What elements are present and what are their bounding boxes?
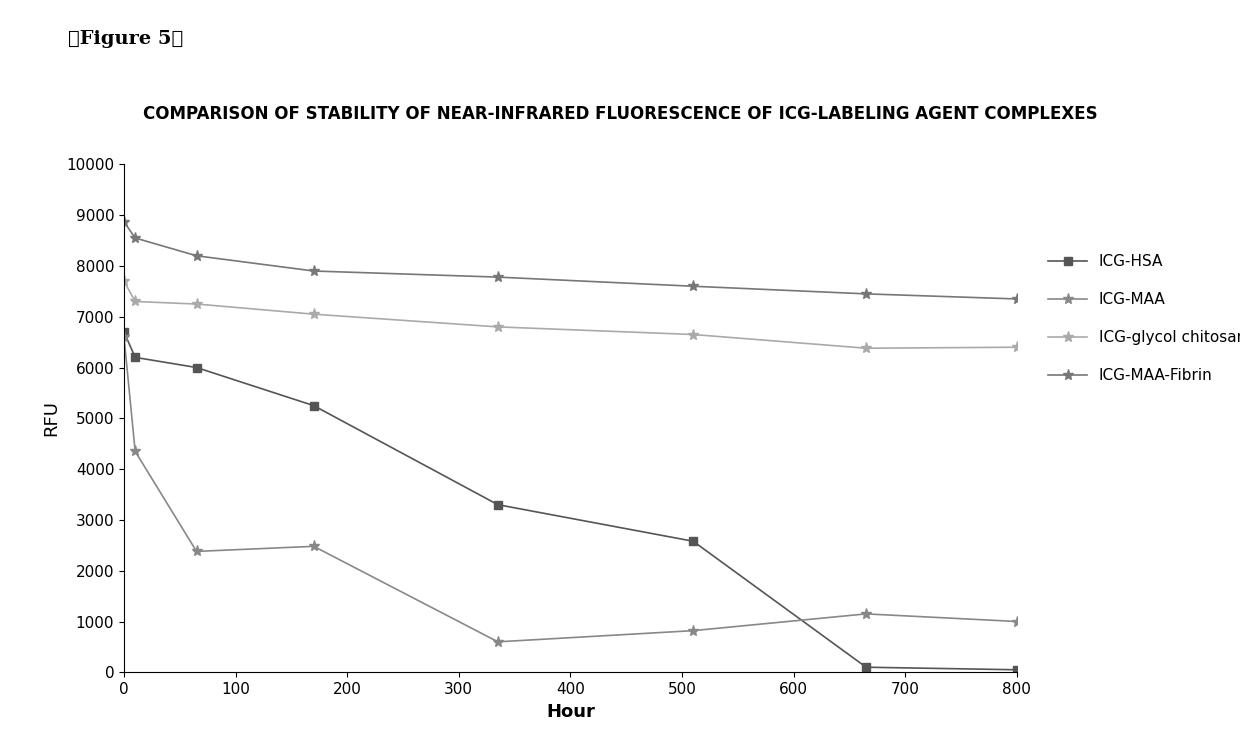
ICG-MAA-Fibrin <box>306 267 321 276</box>
ICG-MAA-Fibrin <box>686 282 701 291</box>
Line: ICG-MAA-Fibrin: ICG-MAA-Fibrin <box>119 216 1022 305</box>
ICG-MAA <box>128 447 143 456</box>
Text: COMPARISON OF STABILITY OF NEAR-INFRARED FLUORESCENCE OF ICG-LABELING AGENT COMP: COMPARISON OF STABILITY OF NEAR-INFRARED… <box>143 105 1097 123</box>
ICG-MAA <box>490 637 506 646</box>
ICG-MAA-Fibrin <box>128 234 143 243</box>
Line: ICG-MAA: ICG-MAA <box>119 332 1022 648</box>
ICG-HSA <box>858 663 873 672</box>
ICG-HSA <box>490 500 506 509</box>
Legend: ICG-HSA, ICG-MAA, ICG-glycol chitosan, ICG-MAA-Fibrin: ICG-HSA, ICG-MAA, ICG-glycol chitosan, I… <box>1043 248 1240 389</box>
ICG-glycol chitosan <box>128 297 143 306</box>
ICG-MAA-Fibrin <box>117 217 131 226</box>
ICG-MAA <box>188 547 203 556</box>
ICG-HSA <box>1009 666 1024 675</box>
ICG-MAA <box>306 542 321 551</box>
ICG-MAA <box>117 332 131 341</box>
Line: ICG-glycol chitosan: ICG-glycol chitosan <box>119 276 1022 354</box>
ICG-MAA-Fibrin <box>858 289 873 298</box>
ICG-HSA <box>306 401 321 410</box>
ICG-glycol chitosan <box>117 276 131 285</box>
ICG-glycol chitosan <box>686 330 701 339</box>
ICG-HSA <box>128 353 143 362</box>
ICG-glycol chitosan <box>858 344 873 353</box>
Y-axis label: RFU: RFU <box>42 400 61 436</box>
ICG-MAA <box>858 610 873 619</box>
ICG-HSA <box>188 363 203 372</box>
X-axis label: Hour: Hour <box>546 703 595 721</box>
ICG-glycol chitosan <box>306 310 321 319</box>
Line: ICG-HSA: ICG-HSA <box>120 328 1021 674</box>
ICG-glycol chitosan <box>490 323 506 332</box>
ICG-MAA-Fibrin <box>1009 294 1024 303</box>
ICG-MAA-Fibrin <box>490 273 506 282</box>
ICG-MAA-Fibrin <box>188 251 203 260</box>
ICG-MAA <box>686 626 701 635</box>
ICG-glycol chitosan <box>1009 343 1024 352</box>
ICG-HSA <box>117 327 131 336</box>
Text: 「Figure 5」: 「Figure 5」 <box>68 30 184 48</box>
ICG-glycol chitosan <box>188 300 203 309</box>
ICG-HSA <box>686 537 701 546</box>
ICG-MAA <box>1009 617 1024 626</box>
